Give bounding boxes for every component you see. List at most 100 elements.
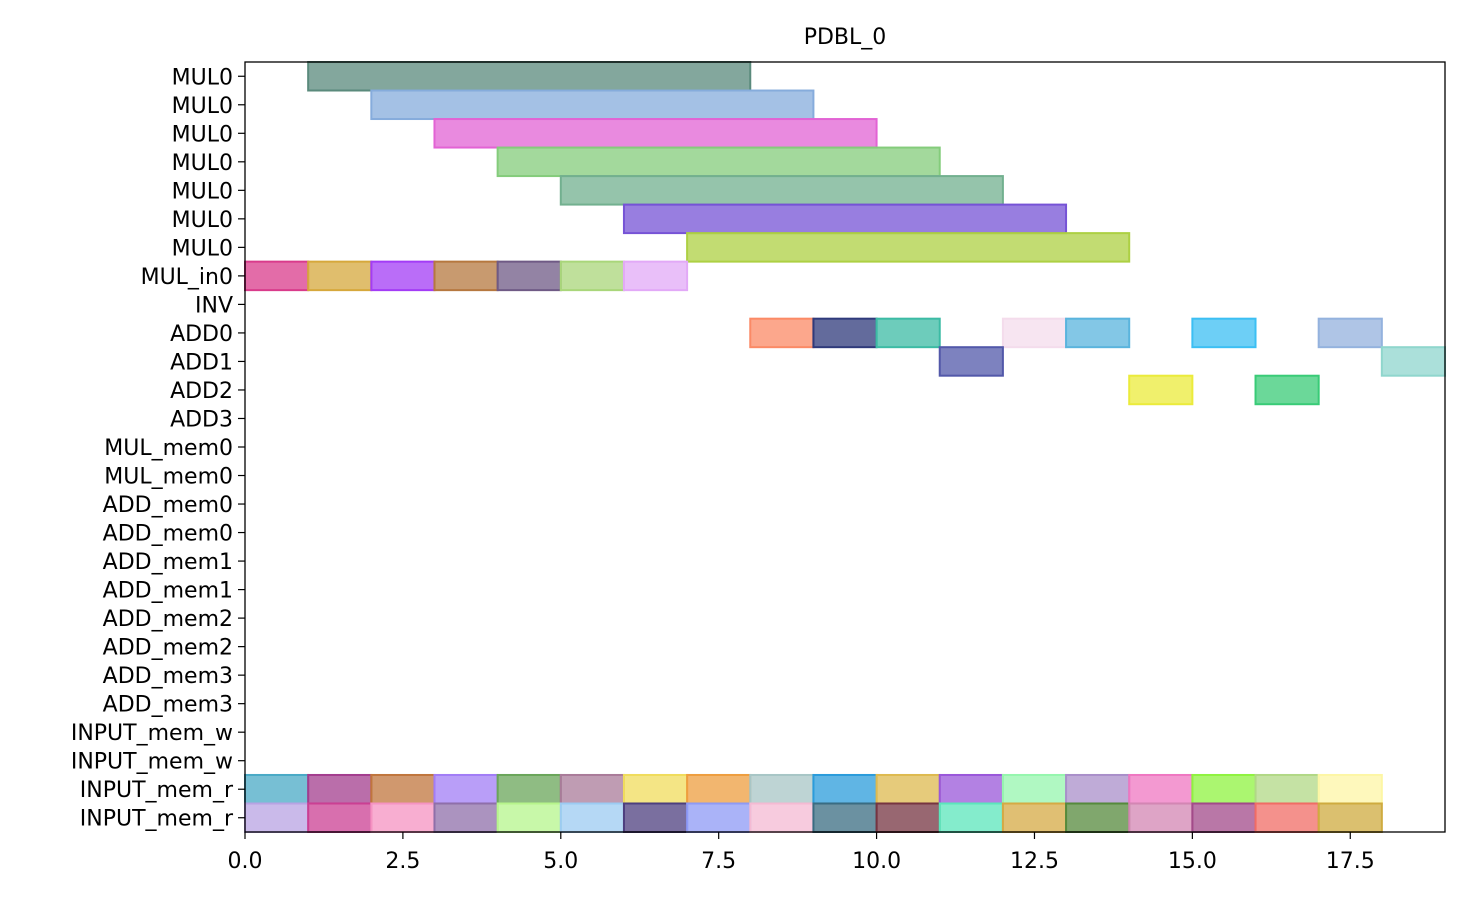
- gantt-bar: [1254, 374, 1320, 406]
- x-tick-label: 15.0: [1168, 849, 1217, 874]
- gantt-bar: [307, 61, 752, 92]
- y-tick-label: INV: [195, 293, 233, 318]
- gantt-bar: [307, 260, 373, 292]
- gantt-bar: [622, 802, 689, 833]
- gantt-bar: [1001, 802, 1068, 833]
- y-tick-label: MUL0: [172, 208, 233, 233]
- gantt-bar: [433, 118, 878, 149]
- gantt-bar: [244, 773, 310, 805]
- gantt-bar: [559, 802, 625, 833]
- y-tick-label: ADD_mem3: [103, 693, 233, 718]
- gantt-bar: [244, 802, 310, 833]
- y-tick-label: MUL0: [172, 65, 233, 90]
- gantt-bar: [433, 260, 499, 292]
- y-tick-label: MUL_mem0: [104, 436, 233, 461]
- gantt-bar: [622, 260, 689, 292]
- gantt-bar: [875, 802, 941, 833]
- y-tick-label: ADD_mem0: [103, 522, 233, 547]
- gantt-bar: [1065, 802, 1131, 833]
- gantt-bar: [812, 773, 878, 805]
- y-tick-label: INPUT_mem_r: [80, 807, 234, 832]
- gantt-bar: [875, 773, 941, 805]
- gantt-bar: [433, 773, 499, 805]
- y-tick-label: INPUT_mem_w: [71, 721, 233, 746]
- gantt-bar: [938, 346, 1004, 377]
- gantt-bar: [1317, 317, 1383, 349]
- gantt-bar: [370, 89, 815, 121]
- gantt-bar: [1317, 802, 1383, 833]
- gantt-bar: [1191, 802, 1257, 833]
- gantt-bar: [370, 802, 436, 833]
- gantt-bar: [1001, 773, 1068, 805]
- gantt-bar: [496, 802, 562, 833]
- gantt-bar: [749, 317, 815, 349]
- y-tick-label: INPUT_mem_w: [71, 750, 233, 775]
- gantt-bar: [1191, 317, 1257, 349]
- gantt-bar: [1065, 773, 1131, 805]
- x-tick-label: 2.5: [385, 849, 420, 874]
- plot-frame: [244, 61, 1446, 833]
- gantt-bar: [622, 773, 689, 805]
- y-tick-label: MUL_in0: [141, 265, 233, 290]
- gantt-bar: [559, 175, 1004, 206]
- gantt-bar: [875, 317, 941, 349]
- y-axis: MUL0 MUL0 MUL0 MUL0 MUL0 MUL0 MUL0 MUL_in0 INV AD…: [71, 65, 245, 832]
- gantt-bar: [559, 773, 625, 805]
- gantt-bar: [370, 773, 436, 805]
- y-tick-label: ADD3: [170, 407, 233, 432]
- gantt-bar: [559, 260, 625, 292]
- y-tick-label: ADD0: [170, 322, 233, 347]
- gantt-bar: [686, 773, 752, 805]
- gantt-bar: [749, 773, 815, 805]
- gantt-bar: [686, 802, 752, 833]
- x-tick-label: 17.5: [1326, 849, 1375, 874]
- y-tick-label: MUL0: [172, 179, 233, 204]
- gantt-bar: [1065, 317, 1131, 349]
- gantt-bar: [1380, 346, 1447, 377]
- gantt-bar: [1001, 317, 1068, 349]
- gantt-bar: [1128, 802, 1194, 833]
- chart-title: PDBL_0: [804, 25, 887, 50]
- gantt-bar: [496, 260, 562, 292]
- gantt-bar: [622, 203, 1068, 235]
- x-tick-label: 7.5: [701, 849, 736, 874]
- gantt-bar: [1191, 773, 1257, 805]
- gantt-bar: [307, 773, 373, 805]
- gantt-bar: [938, 773, 1004, 805]
- gantt-bar: [812, 317, 878, 349]
- gantt-bar: [370, 260, 436, 292]
- x-axis: 0.0 2.5 5.0 7.5 10.0 12.5 15.0 17.5: [228, 832, 1375, 874]
- y-tick-label: ADD_mem0: [103, 493, 233, 518]
- gantt-bar: [938, 802, 1004, 833]
- y-tick-label: ADD_mem1: [103, 579, 233, 604]
- y-tick-label: MUL0: [172, 94, 233, 119]
- gantt-bar: [686, 232, 1131, 263]
- y-tick-label: ADD_mem2: [103, 636, 233, 661]
- x-tick-label: 10.0: [852, 849, 901, 874]
- gantt-bar: [496, 146, 941, 178]
- y-tick-label: ADD1: [170, 350, 233, 375]
- gantt-bar: [812, 802, 878, 833]
- gantt-bar: [1128, 773, 1194, 805]
- y-tick-label: MUL0: [172, 236, 233, 261]
- gantt-bar: [1128, 374, 1194, 406]
- gantt-bar: [1317, 773, 1383, 805]
- y-tick-label: ADD_mem2: [103, 607, 233, 632]
- gantt-bar: [749, 802, 815, 833]
- y-tick-label: ADD2: [170, 379, 233, 404]
- gantt-bar: [1254, 802, 1320, 833]
- y-tick-label: INPUT_mem_r: [80, 778, 234, 803]
- gantt-bar: [1254, 773, 1320, 805]
- gantt-bar: [433, 802, 499, 833]
- gantt-bar: [307, 802, 373, 833]
- gantt-bar: [496, 773, 562, 805]
- y-tick-label: MUL0: [172, 151, 233, 176]
- y-tick-label: MUL_mem0: [104, 465, 233, 490]
- y-tick-label: MUL0: [172, 122, 233, 147]
- x-tick-label: 12.5: [1010, 849, 1059, 874]
- y-tick-label: ADD_mem3: [103, 664, 233, 689]
- x-tick-label: 5.0: [543, 849, 578, 874]
- gantt-bar: [244, 260, 310, 292]
